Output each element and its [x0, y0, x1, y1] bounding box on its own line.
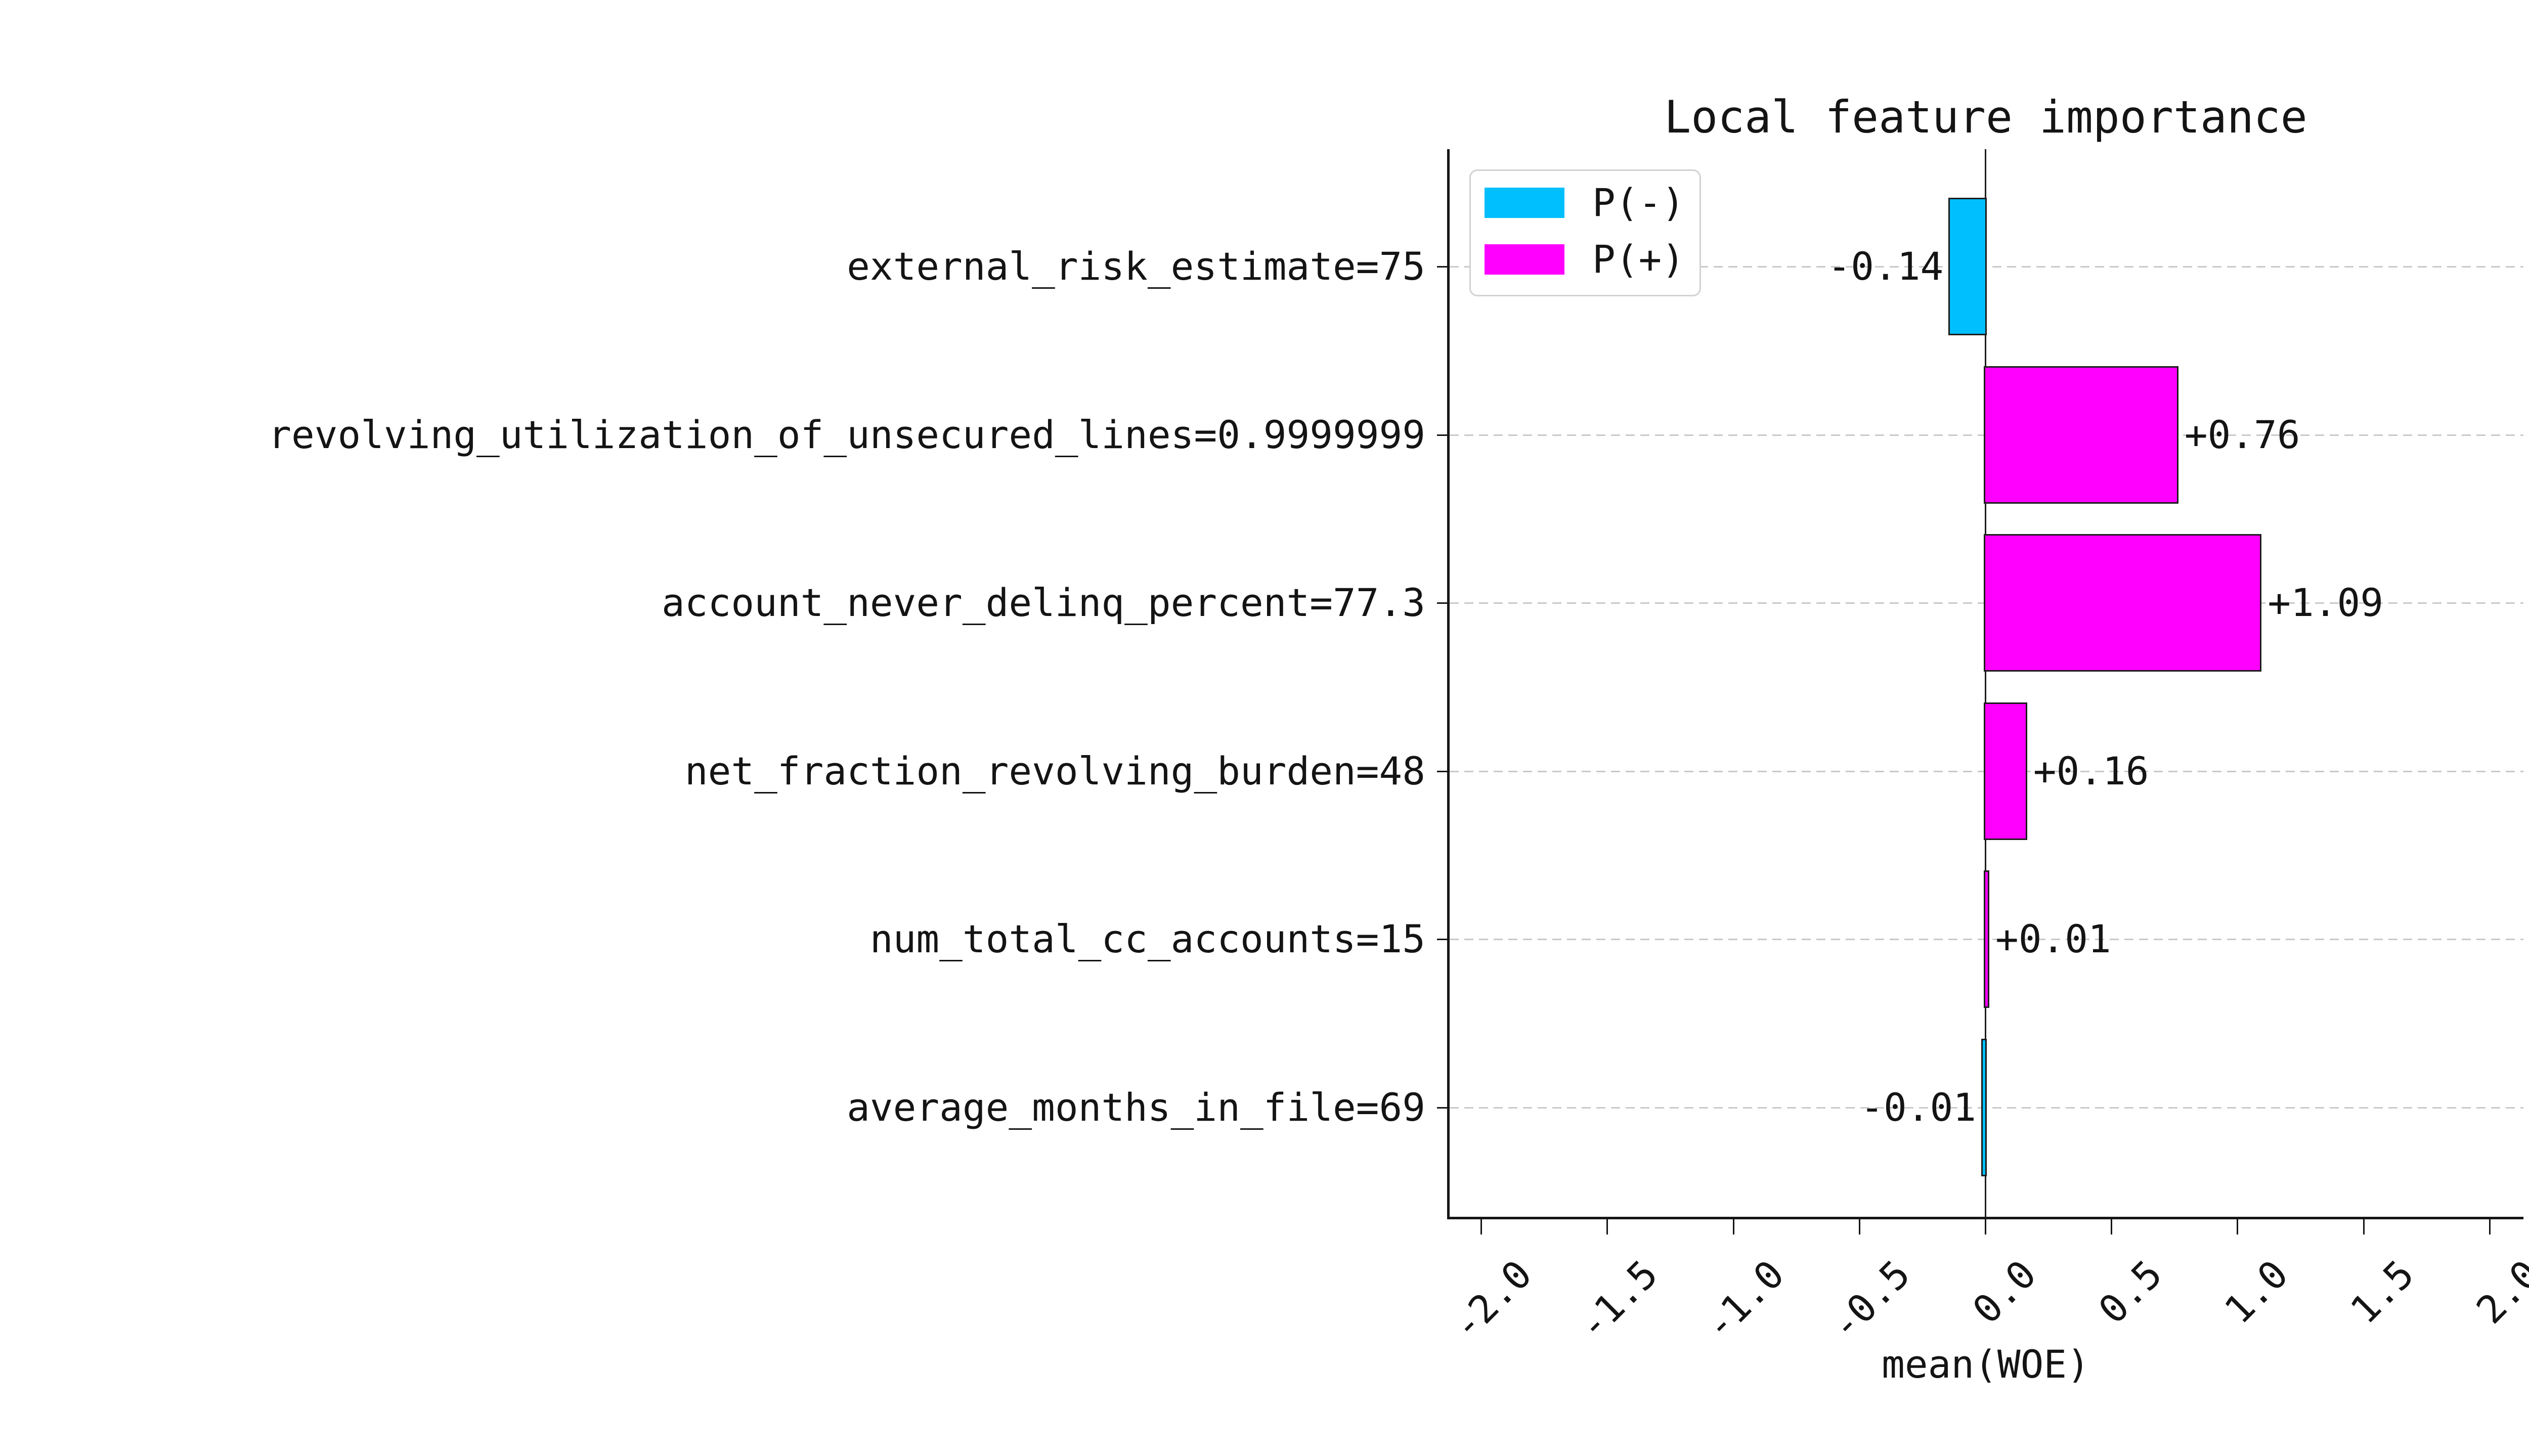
- y-tick-label: external_risk_estimate=75: [847, 244, 1425, 289]
- x-tick: [2237, 1219, 2239, 1234]
- legend-label-negative: P(-): [1592, 180, 1685, 225]
- x-tick-label: 0.5: [2089, 1251, 2171, 1333]
- x-tick-label: 0.0: [1964, 1251, 2045, 1333]
- y-tick: [1437, 770, 1447, 772]
- x-tick-label: -0.5: [1821, 1251, 1919, 1349]
- y-tick: [1437, 266, 1447, 268]
- chart-title: Local feature importance: [1664, 91, 2307, 143]
- legend-label-positive: P(+): [1592, 237, 1685, 282]
- x-tick: [1606, 1219, 1608, 1234]
- y-tick: [1437, 939, 1447, 941]
- x-axis-spine: [1447, 1217, 2523, 1219]
- bar-value-label: -0.01: [1860, 1085, 1976, 1130]
- zero-line: [1985, 149, 1986, 1217]
- x-tick-label: -2.0: [1443, 1251, 1541, 1349]
- bar-value-label: +0.01: [1995, 916, 2111, 962]
- x-tick-label: 1.5: [2341, 1251, 2423, 1333]
- x-tick: [1732, 1219, 1734, 1234]
- y-tick-label: average_months_in_file=69: [847, 1085, 1425, 1130]
- y-tick: [1437, 1107, 1447, 1109]
- bar-value-label: +0.16: [2033, 748, 2149, 793]
- y-axis-spine: [1447, 149, 1450, 1219]
- bar: [1981, 1039, 1987, 1176]
- x-tick: [1858, 1219, 1860, 1234]
- x-tick-label: -1.5: [1569, 1251, 1667, 1349]
- x-tick: [2111, 1219, 2113, 1234]
- bar-value-label: +1.09: [2268, 580, 2383, 626]
- x-tick-label: -1.0: [1695, 1251, 1793, 1349]
- legend-swatch-negative-icon: [1485, 188, 1564, 218]
- x-tick: [2489, 1219, 2491, 1234]
- x-tick: [1480, 1219, 1482, 1234]
- bar-value-label: +0.76: [2184, 412, 2300, 457]
- x-tick: [2363, 1219, 2365, 1234]
- y-tick-label: net_fraction_revolving_burden=48: [684, 748, 1425, 793]
- bar: [1984, 702, 2027, 840]
- bar-value-label: -0.14: [1827, 244, 1944, 289]
- y-tick: [1437, 434, 1447, 436]
- legend: P(-) P(+): [1469, 169, 1701, 296]
- bar: [1984, 534, 2262, 672]
- y-tick-label: revolving_utilization_of_unsecured_lines…: [268, 412, 1425, 457]
- bar: [1948, 198, 1987, 335]
- bar: [1984, 870, 1989, 1008]
- legend-swatch-positive-icon: [1485, 244, 1564, 275]
- x-tick: [1985, 1219, 1986, 1234]
- y-tick-label: account_never_delinq_percent=77.3: [662, 580, 1425, 626]
- y-tick: [1437, 602, 1447, 604]
- x-tick-label: 1.0: [2215, 1251, 2297, 1333]
- bar: [1984, 366, 2178, 504]
- y-tick-label: num_total_cc_accounts=15: [869, 916, 1425, 962]
- x-axis-label: mean(WOE): [1882, 1342, 2090, 1387]
- x-tick-label: 2.0: [2468, 1251, 2529, 1333]
